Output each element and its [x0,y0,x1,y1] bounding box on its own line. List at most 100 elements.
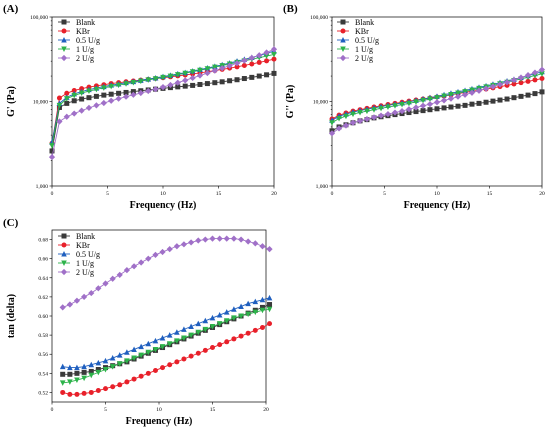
data-series [328,66,546,137]
data-point [95,367,101,373]
data-point [131,355,137,362]
legend-entry: 2 U/g [355,54,373,63]
data-point [440,97,448,104]
data-point [364,108,370,115]
series-line [51,48,275,158]
data-point [152,251,159,258]
data-point [455,90,461,97]
data-point [152,346,159,353]
data-point [88,368,94,374]
legend-entry: KBr [76,241,90,250]
data-point [227,78,233,84]
x-tick-label: 5 [104,407,107,413]
data-point [190,82,196,88]
data-point [263,53,270,60]
legend-marker [340,28,346,34]
data-point [219,65,226,72]
data-point [116,361,123,367]
legend-entry: Blank [76,18,95,27]
x-tick-label: 0 [331,191,334,197]
legend-marker [60,268,68,276]
data-point [413,109,419,115]
data-point [101,92,107,98]
data-point [93,102,100,109]
data-point [73,297,81,304]
data-point [518,93,524,99]
data-point [469,101,475,107]
data-point [74,370,80,376]
data-point [152,86,159,93]
data-point [145,255,152,262]
data-point [131,376,137,382]
series-line [62,297,270,369]
data-point [245,238,252,245]
data-point [212,80,218,86]
data-point [49,148,55,154]
data-point [204,69,211,77]
data-point [101,85,107,91]
data-point [145,340,152,347]
data-series [60,321,273,397]
data-point [197,81,203,87]
y-axis-label: tan (delta) [6,294,17,338]
data-point [59,363,66,370]
x-tick-label: 20 [539,191,545,197]
data-point [539,89,545,95]
data-point [152,337,159,344]
data-point [174,338,180,344]
data-point [266,294,273,301]
data-point [371,107,377,113]
data-point [88,361,95,368]
data-point [476,100,482,106]
data-point [510,76,518,84]
legend-marker [60,54,68,62]
data-point [63,96,70,102]
y-tick-label: 0.62 [38,295,48,301]
data-point [226,62,233,69]
data-point [175,84,181,90]
data-point [130,89,136,95]
data-point [248,54,255,62]
data-point [357,110,363,116]
data-point [441,105,447,111]
panel-label: (B) [283,3,298,15]
data-point [518,80,524,86]
data-point [531,69,539,76]
data-point [209,324,216,330]
data-point [130,263,138,270]
data-point [216,312,223,318]
legend-marker [340,46,346,52]
y-tick-label: 0.54 [38,371,48,377]
data-point [202,317,209,324]
data-point [109,275,116,282]
y-tick-label: 100,000 [310,15,328,21]
legend-entry: Blank [355,18,374,27]
data-point [71,92,77,99]
data-point [152,367,158,373]
data-point [189,74,196,82]
data-series [59,294,273,371]
data-point [137,89,144,97]
data-point [95,369,102,376]
data-point [245,311,251,318]
data-point [209,235,216,242]
data-point [217,342,223,348]
data-point [108,91,114,97]
legend-marker [61,251,67,257]
data-point [122,93,130,100]
data-point [182,83,188,89]
data-point [180,241,188,248]
data-point [539,71,545,77]
data-point [267,321,273,327]
legend-marker [340,19,346,25]
series-line [51,58,275,144]
y-tick-label: 10,000 [313,100,328,106]
data-point [124,349,130,355]
x-tick-label: 20 [271,191,277,197]
data-point [102,280,109,287]
legend-marker [61,37,67,43]
data-point [210,345,215,351]
chart-panel: (C) 0.52 0.54 0.56 0.58 0.60 0.62 0.64 0.66 0.68 0… [3,217,273,427]
legend-marker [61,19,67,25]
